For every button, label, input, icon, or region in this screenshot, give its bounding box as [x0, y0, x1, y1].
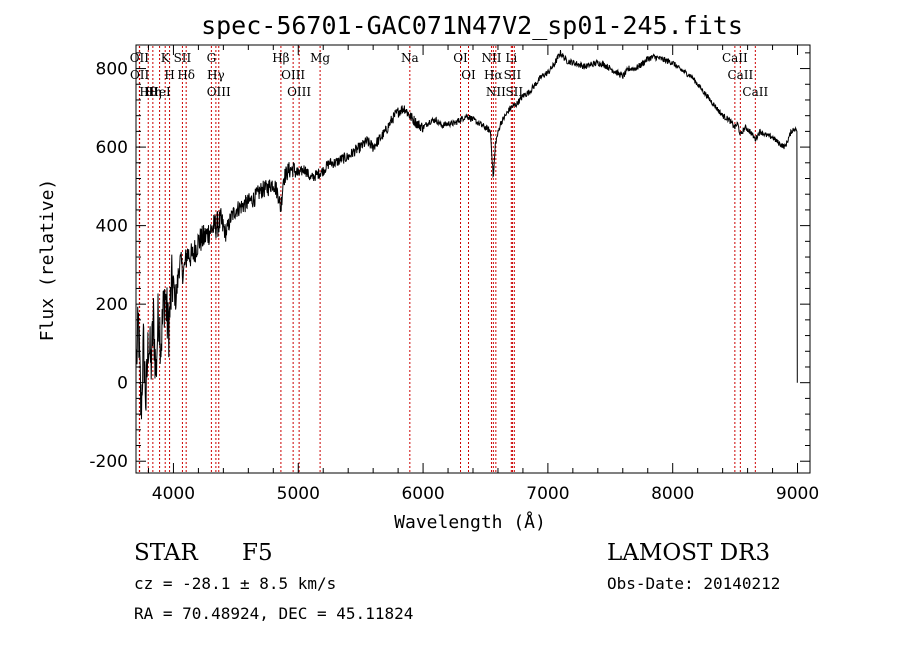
line-marker-label: Hθ [139, 85, 157, 99]
line-marker-label: H [164, 68, 174, 82]
line-marker-label: NII [486, 85, 506, 99]
line-markers [138, 46, 756, 472]
observation-date: Obs-Date: 20140212 [607, 574, 781, 593]
line-marker-label: SII [504, 68, 522, 82]
spectral-subclass: F5 [242, 540, 273, 566]
survey-name: LAMOST DR3 [607, 540, 771, 566]
y-tick-label: 800 [96, 60, 128, 80]
line-marker-label: OII [130, 51, 150, 65]
line-marker-label: Hα [484, 68, 503, 82]
object-class: STAR [134, 540, 198, 566]
x-tick-label: 7000 [526, 484, 569, 504]
line-marker-label: K [161, 51, 171, 65]
line-marker-label: G [207, 51, 217, 65]
line-marker-label: Na [401, 51, 419, 65]
y-tick-label: 400 [96, 217, 128, 237]
plot-frame [135, 44, 811, 474]
chart-title: spec-56701-GAC071N47V2_sp01-245.fits [201, 11, 743, 40]
line-marker-label: Hδ [177, 68, 195, 82]
line-marker-label: CaII [742, 85, 768, 99]
line-marker-label: OII [130, 68, 150, 82]
x-tick-label: 8000 [651, 484, 694, 504]
line-marker-label: CaII [722, 51, 748, 65]
line-marker-label: OI [453, 51, 468, 65]
line-marker-label: CaII [727, 68, 753, 82]
y-tick-label: -200 [89, 452, 128, 472]
line-marker-label: Mg [310, 51, 330, 65]
coordinates: RA = 70.48924, DEC = 45.11824 [134, 604, 414, 623]
line-marker-label: OIII [207, 85, 231, 99]
line-marker-label: Hβ [272, 51, 289, 65]
redshift-velocity: cz = -28.1 ± 8.5 km/s [134, 574, 337, 593]
x-tick-label: 5000 [277, 484, 320, 504]
line-marker-label: Hγ [207, 68, 225, 82]
spectrum-line [136, 50, 798, 420]
line-marker-label: HeI [148, 85, 171, 99]
line-marker-label: OIII [287, 85, 311, 99]
y-tick-label: 200 [96, 295, 128, 315]
y-tick-label: 600 [96, 138, 128, 158]
line-marker-label: SII [174, 51, 192, 65]
line-marker-label: SII [505, 85, 523, 99]
line-marker-label: OIII [281, 68, 305, 82]
line-marker-label: Li [505, 51, 517, 65]
y-axis: -200 0 200 400 600 800 [89, 52, 810, 472]
x-axis: 4000 5000 6000 7000 8000 9000 [147, 45, 819, 504]
y-axis-label: Flux (relative) [37, 179, 58, 342]
y-tick-label: 0 [117, 374, 128, 394]
x-axis-label: Wavelength (Å) [394, 511, 546, 533]
line-marker-label: Hη [144, 85, 162, 99]
x-tick-label: 4000 [152, 484, 195, 504]
x-tick-label: 9000 [776, 484, 819, 504]
x-tick-label: 6000 [401, 484, 444, 504]
line-marker-label: NII [481, 51, 501, 65]
line-marker-label: OI [461, 68, 476, 82]
